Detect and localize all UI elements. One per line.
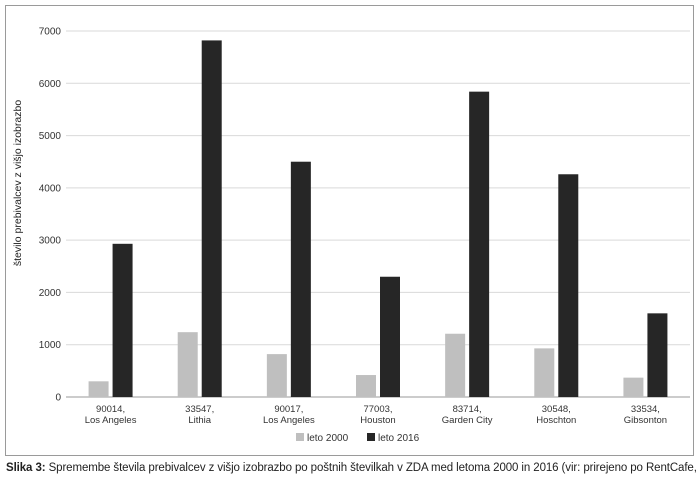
bar-leto-2000 (356, 375, 376, 397)
legend-swatch (296, 433, 304, 441)
bar-leto-2000 (266, 354, 287, 397)
y-tick-label: 1000 (39, 340, 62, 351)
legend-entry: leto 2000 (307, 433, 349, 444)
bar-leto-2016 (558, 174, 579, 397)
bar-leto-2000 (88, 381, 109, 397)
x-tick-label: 90014, (96, 404, 125, 415)
bars (88, 40, 668, 397)
bar-leto-2016 (201, 40, 222, 397)
x-tick-label: Houston (360, 415, 395, 426)
y-axis-ticks: 0 1000 2000 3000 4000 5000 6000 7000 (39, 27, 62, 404)
bar-leto-2000 (445, 333, 466, 397)
bar-leto-2016 (469, 91, 490, 397)
bar-leto-2000 (177, 332, 198, 397)
x-tick-label: 83714, (453, 404, 482, 415)
x-tick-label: Garden City (442, 415, 493, 426)
bar-leto-2016 (290, 161, 311, 397)
bar-leto-2016 (647, 313, 668, 397)
y-tick-label: 2000 (39, 288, 62, 299)
x-tick-label: 33534, (631, 404, 660, 415)
y-tick-label: 0 (55, 393, 61, 404)
x-tick-label: Hoschton (536, 415, 576, 426)
legend-entry: leto 2016 (378, 433, 420, 444)
bar-leto-2016 (112, 243, 133, 397)
legend-swatch (367, 433, 375, 441)
x-tick-label: 30548, (542, 404, 571, 415)
grid-lines (66, 30, 690, 398)
caption-text: Spremembe števila prebivalcev z višjo iz… (45, 462, 700, 474)
x-tick-label: 77003, (363, 404, 392, 415)
caption-label: Slika 3: (6, 462, 46, 474)
x-tick-label: Lithia (188, 415, 211, 426)
figure-frame: 0 1000 2000 3000 4000 5000 6000 7000 število pr… (5, 5, 694, 456)
bar-leto-2000 (623, 377, 644, 397)
bar-leto-2000 (534, 348, 555, 397)
y-tick-label: 5000 (39, 131, 62, 142)
x-tick-label: Los Angeles (263, 415, 315, 426)
x-tick-label: 90017, (274, 404, 303, 415)
x-tick-label: 33547, (185, 404, 214, 415)
y-tick-label: 4000 (39, 183, 62, 194)
y-tick-label: 3000 (39, 236, 62, 247)
x-tick-label: Los Angeles (85, 415, 137, 426)
bar-chart: 0 1000 2000 3000 4000 5000 6000 7000 število pr… (12, 27, 690, 444)
y-tick-label: 6000 (39, 79, 62, 90)
bar-leto-2016 (380, 276, 400, 397)
legend: leto 2000 leto 2016 (296, 433, 420, 444)
y-tick-label: 7000 (39, 27, 62, 38)
x-tick-label: Gibsonton (624, 415, 667, 426)
figure-caption: Slika 3: Spremembe števila prebivalcev z… (6, 462, 700, 474)
y-axis-label: število prebivalcev z višjo izobrazbo (12, 100, 24, 266)
